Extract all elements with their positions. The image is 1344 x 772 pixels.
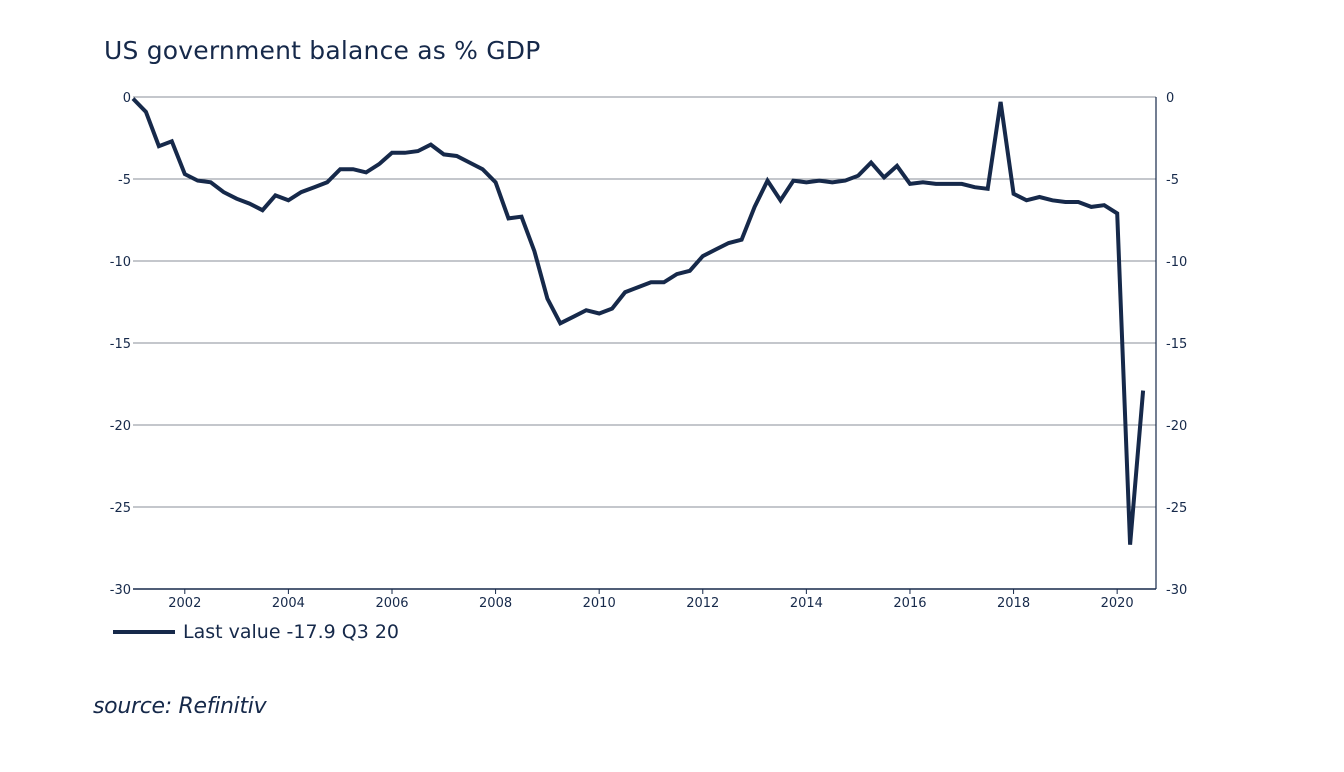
x-tick-label: 2004 xyxy=(272,596,305,611)
y-tick-label-right: -15 xyxy=(1166,337,1187,352)
y-tick-label-left: -25 xyxy=(110,501,131,516)
source-note: source: Refinitiv xyxy=(93,694,267,719)
y-tick-label-right: -25 xyxy=(1166,501,1187,516)
x-tick-label: 2006 xyxy=(375,596,408,611)
legend-label: Last value -17.9 Q3 20 xyxy=(183,621,400,643)
y-tick-label-left: -15 xyxy=(110,337,131,352)
legend-line-swatch xyxy=(113,630,175,634)
x-tick-label: 2008 xyxy=(479,596,512,611)
x-tick-label: 2016 xyxy=(893,596,926,611)
x-tick-label: 2018 xyxy=(997,596,1030,611)
chart-title: US government balance as % GDP xyxy=(104,36,541,65)
y-tick-label-left: 0 xyxy=(123,91,131,106)
x-tick-label: 2020 xyxy=(1101,596,1134,611)
y-tick-label-right: -20 xyxy=(1166,419,1187,434)
y-tick-label-right: -30 xyxy=(1166,583,1187,598)
legend: Last value -17.9 Q3 20 xyxy=(113,620,399,644)
y-tick-label-right: 0 xyxy=(1166,91,1174,106)
y-tick-label-right: -5 xyxy=(1166,173,1179,188)
y-tick-label-left: -10 xyxy=(110,255,131,270)
x-tick-label: 2002 xyxy=(168,596,201,611)
x-tick-label: 2014 xyxy=(790,596,823,611)
y-tick-label-right: -10 xyxy=(1166,255,1187,270)
y-tick-label-left: -20 xyxy=(110,419,131,434)
x-tick-label: 2012 xyxy=(686,596,719,611)
y-tick-label-left: -5 xyxy=(118,173,131,188)
y-tick-label-left: -30 xyxy=(110,583,131,598)
x-tick-label: 2010 xyxy=(583,596,616,611)
series-line xyxy=(131,97,1146,545)
